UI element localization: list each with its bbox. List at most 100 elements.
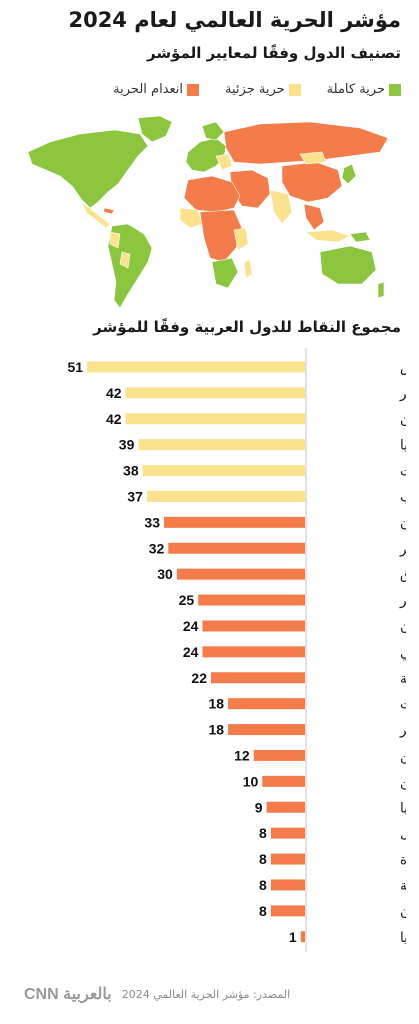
map-region-southern-africa: [211, 257, 239, 289]
bar-value-label: 42: [106, 385, 122, 401]
category-label: مصر: [399, 723, 406, 739]
category-label: المغرب: [400, 489, 406, 505]
map-region-scandinavia: [201, 121, 225, 141]
bar: [300, 931, 305, 943]
map-region-new-zealand: [377, 281, 385, 299]
bar: [142, 465, 305, 477]
map-region-greenland: [137, 115, 173, 143]
bar-value-label: 37: [127, 488, 143, 504]
bar-chart-svg: 51 تونس 42 جزر القمر 42 لبنان 39 موريتانيا 38 الك…: [68, 348, 419, 952]
bar: [270, 879, 305, 891]
category-label: قطاع غزة: [400, 852, 406, 868]
map-region-china: [281, 161, 343, 203]
bar-value-label: 9: [255, 799, 263, 815]
category-label: لبنان: [400, 412, 406, 428]
map-region-papua: [349, 231, 371, 243]
cnn-arabic-logo: CNN بالعربية: [24, 986, 112, 1003]
bar: [138, 439, 305, 451]
bar: [125, 413, 305, 425]
map-region-central-africa: [199, 209, 243, 263]
bar-value-label: 8: [259, 903, 267, 919]
bar-value-label: 38: [123, 463, 139, 479]
chart-title: مجموع النقاط للدول العربية وفقًا للمؤشر: [93, 318, 401, 336]
legend-label-partly-free: حرية جزئية: [225, 82, 285, 97]
category-label: ليبيا: [400, 800, 406, 816]
map-region-eastern-europe: [215, 153, 233, 171]
category-label: الضفة الغربية: [400, 671, 406, 687]
map-region-indonesia: [305, 229, 351, 243]
bar-value-label: 8: [259, 877, 267, 893]
category-label: سلطنة عُمان: [400, 619, 406, 635]
legend-label-free: حرية كاملة: [326, 82, 385, 97]
map-region-mongolia: [299, 151, 327, 165]
bar-value-label: 24: [183, 644, 199, 660]
bar-value-label: 30: [157, 566, 173, 582]
category-label: الصومال: [400, 826, 406, 842]
bar-value-label: 22: [191, 670, 207, 686]
bar: [87, 361, 305, 373]
legend-swatch-free: [389, 83, 401, 96]
bar-value-label: 18: [209, 722, 225, 738]
legend-swatch-partly-free: [288, 83, 301, 96]
bar: [270, 905, 305, 917]
category-label: الجزائر: [399, 541, 406, 557]
bar-chart: 51 تونس 42 جزر القمر 42 لبنان 39 موريتانيا 38 الك…: [28, 348, 419, 958]
bar-value-label: 25: [179, 592, 195, 608]
map-region-europe: [185, 137, 227, 173]
bar-value-label: 32: [149, 540, 165, 556]
source-note: المصدر: مؤشر الحرية العالمي 2024: [121, 987, 291, 1001]
bar: [211, 672, 305, 684]
bar: [270, 827, 305, 839]
map-region-east-africa: [233, 227, 249, 251]
bar: [168, 542, 305, 554]
map-region-west-africa: [179, 207, 203, 229]
bar-value-label: 8: [259, 825, 267, 841]
category-label: العراق: [400, 567, 406, 583]
bar-value-label: 10: [243, 773, 259, 789]
category-label: الأردن: [400, 514, 406, 531]
bar: [202, 620, 305, 632]
map-region-russia: [223, 121, 389, 165]
map-region-southeast-asia: [303, 203, 325, 231]
map-subtitle: تصنيف الدول وفقًا لمعايير المؤشر: [147, 44, 401, 62]
category-label: تونس: [400, 360, 406, 376]
bar: [270, 853, 305, 865]
category-label: جيبوتي: [400, 645, 406, 661]
legend-item-not-free: انعدام الحرية: [113, 82, 200, 97]
category-label: سوريا: [400, 930, 406, 946]
bar: [164, 516, 305, 528]
bar-value-label: 18: [209, 696, 225, 712]
map-region-south-america: [107, 223, 153, 309]
bar-value-label: 51: [68, 359, 84, 375]
category-label: الكويت: [400, 464, 406, 480]
category-label: السودان: [400, 904, 406, 920]
bar-value-label: 39: [119, 437, 135, 453]
legend-item-partly-free: حرية جزئية: [225, 82, 301, 97]
bar: [146, 490, 305, 502]
bar-value-label: 8: [259, 851, 267, 867]
legend-swatch-not-free: [187, 83, 200, 96]
bar-value-label: 42: [106, 411, 122, 427]
category-label: البحرين: [400, 748, 406, 764]
map-region-japan-korea: [341, 163, 357, 185]
map-region-australia: [319, 245, 377, 285]
category-label: السعودية: [400, 878, 406, 894]
page-title: مؤشر الحرية العالمي لعام 2024: [68, 8, 401, 32]
bar-value-label: 1: [289, 929, 297, 945]
category-label: قطر: [399, 593, 406, 609]
bar: [266, 801, 305, 813]
map-region-south-america-partly: [109, 231, 131, 269]
footer: CNN بالعربية المصدر: مؤشر الحرية العالمي…: [24, 980, 401, 1008]
category-label: موريتانيا: [400, 438, 406, 454]
bar: [228, 724, 305, 736]
bar: [125, 387, 305, 399]
bar-value-label: 33: [144, 514, 160, 530]
map-legend: حرية كاملة حرية جزئية انعدام الحرية: [20, 82, 401, 97]
bar: [253, 749, 305, 761]
bar: [262, 775, 305, 787]
legend-label-not-free: انعدام الحرية: [113, 82, 184, 97]
legend-item-free: حرية كاملة: [327, 82, 401, 97]
map-region-south-asia: [269, 189, 293, 225]
bar: [228, 698, 305, 710]
bar: [198, 594, 305, 606]
